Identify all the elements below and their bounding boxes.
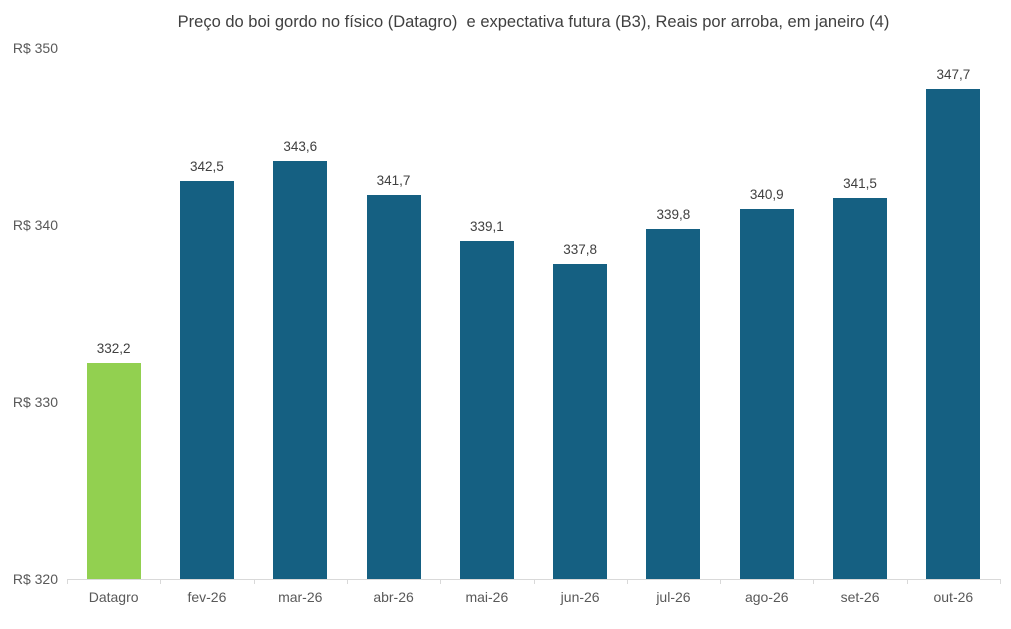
data-label: 332,2	[96, 341, 131, 357]
bar-out-26	[926, 88, 981, 579]
bar-mar-26	[273, 161, 328, 579]
data-label: 340,9	[749, 187, 784, 203]
bar-ago-26	[739, 209, 794, 579]
bar-jul-26	[646, 228, 701, 579]
x-axis-category-label: mai-26	[465, 589, 509, 605]
x-axis-category-label: jun-26	[560, 589, 600, 605]
x-axis-tick	[906, 579, 908, 584]
x-axis-category-label: mar-26	[278, 589, 323, 605]
data-label: 341,5	[843, 176, 877, 192]
bar-mai-26	[459, 240, 514, 579]
bar-fev-26	[179, 180, 234, 579]
x-axis-category-label: abr-26	[373, 589, 414, 605]
bar-set-26	[833, 198, 888, 579]
y-axis-label: R$ 320	[12, 571, 58, 587]
x-axis-category-label: fev-26	[187, 589, 227, 605]
data-label: 339,8	[656, 206, 691, 222]
y-axis-label: R$ 330	[12, 394, 58, 410]
x-axis-tick	[1000, 579, 1001, 584]
bar-jun-26	[553, 263, 608, 579]
x-axis-tick	[720, 579, 722, 584]
x-axis-tick	[533, 579, 535, 584]
x-axis-category-label: jul-26	[656, 589, 691, 605]
x-axis-tick	[160, 579, 162, 584]
bar-abr-26	[366, 194, 421, 579]
chart-title: Preço do boi gordo no físico (Datagro) e…	[177, 13, 890, 31]
data-label: 341,7	[376, 172, 411, 188]
x-axis-tick	[346, 579, 348, 584]
x-axis-tick	[813, 579, 815, 584]
x-axis-category-label: out-26	[933, 589, 974, 605]
x-axis-tick	[440, 579, 442, 584]
data-label: 347,7	[936, 66, 971, 82]
bar-datagro	[86, 363, 141, 579]
x-axis-tick	[626, 579, 628, 584]
x-axis-tick	[67, 579, 68, 584]
x-axis-category-label: set-26	[840, 589, 880, 605]
y-axis-label: R$ 340	[12, 217, 58, 233]
data-label: 343,6	[283, 139, 318, 155]
data-label: 339,1	[469, 218, 504, 234]
y-axis-label: R$ 350	[12, 40, 58, 56]
x-axis-category-label: ago-26	[744, 589, 789, 605]
x-axis-category-label: Datagro	[88, 589, 139, 605]
data-label: 342,5	[190, 158, 224, 174]
x-axis-tick	[253, 579, 255, 584]
data-label: 337,8	[563, 241, 598, 257]
